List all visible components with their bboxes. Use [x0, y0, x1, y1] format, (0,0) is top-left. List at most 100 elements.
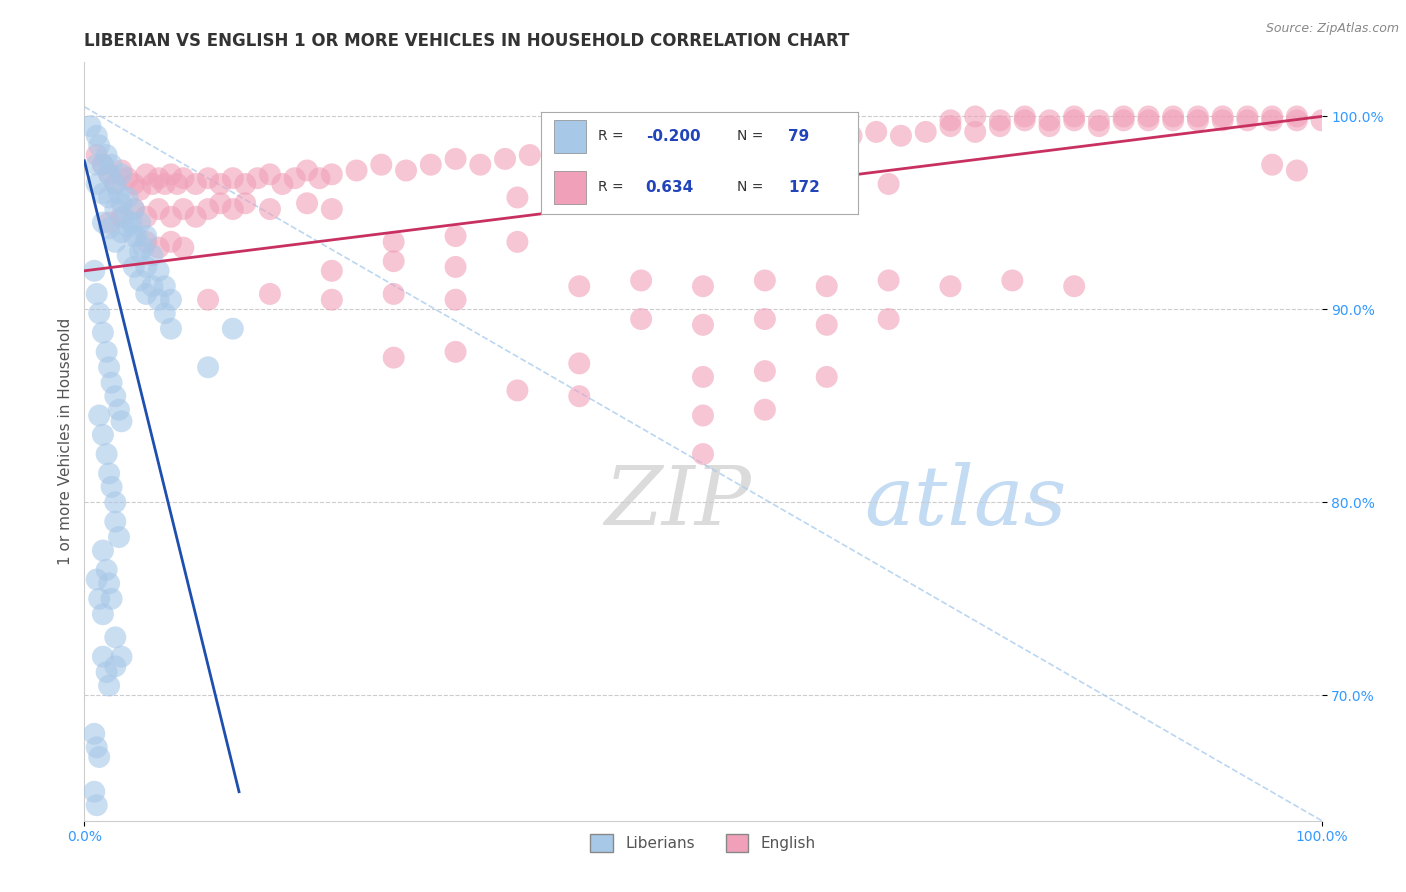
Point [117, 171, 139, 186]
Point [135, 260, 157, 274]
Point [83, 727, 105, 741]
Point [1038, 119, 1060, 133]
Point [89, 591, 111, 606]
Point [692, 138, 714, 153]
Point [1236, 113, 1258, 128]
Point [135, 229, 157, 244]
Point [568, 356, 591, 370]
Point [222, 321, 245, 335]
Point [1112, 110, 1135, 124]
Point [110, 163, 132, 178]
Point [160, 167, 183, 181]
Point [86, 287, 108, 301]
Point [1161, 113, 1184, 128]
Point [939, 119, 962, 133]
Point [89, 306, 111, 320]
Point [382, 351, 405, 365]
Point [96, 148, 118, 162]
Point [222, 202, 245, 216]
Point [104, 389, 127, 403]
Point [91, 216, 114, 230]
Point [129, 183, 152, 197]
Point [1187, 113, 1209, 128]
Point [98, 167, 121, 181]
Point [122, 202, 145, 216]
Point [308, 171, 330, 186]
Point [86, 148, 108, 162]
Point [1137, 113, 1160, 128]
Point [1063, 113, 1085, 128]
Point [153, 279, 176, 293]
Point [98, 190, 121, 204]
Point [153, 177, 176, 191]
Point [754, 273, 776, 287]
Y-axis label: 1 or more Vehicles in Household: 1 or more Vehicles in Household [58, 318, 73, 566]
Point [172, 241, 194, 255]
Point [321, 293, 343, 307]
Point [122, 177, 145, 191]
Point [108, 530, 131, 544]
Point [815, 370, 838, 384]
Point [233, 196, 256, 211]
Point [754, 312, 776, 326]
Point [815, 279, 838, 293]
Point [1285, 110, 1308, 124]
Point [184, 210, 207, 224]
Point [444, 260, 467, 274]
Point [86, 158, 108, 172]
Text: R =: R = [599, 180, 628, 194]
Point [184, 177, 207, 191]
Point [259, 167, 281, 181]
Point [129, 273, 152, 287]
Point [939, 279, 962, 293]
Point [172, 202, 194, 216]
Point [135, 167, 157, 181]
Point [1285, 163, 1308, 178]
Point [246, 171, 269, 186]
Point [1063, 110, 1085, 124]
Point [98, 576, 121, 591]
Point [593, 148, 616, 162]
Point [815, 318, 838, 332]
Point [914, 125, 936, 139]
Point [197, 360, 219, 375]
Point [96, 344, 118, 359]
Point [1001, 273, 1024, 287]
Point [568, 279, 591, 293]
Point [1261, 113, 1284, 128]
Point [630, 273, 652, 287]
Point [444, 344, 467, 359]
Point [91, 543, 114, 558]
Point [754, 364, 776, 378]
Point [108, 186, 131, 201]
Point [209, 177, 232, 191]
Point [766, 133, 789, 147]
Point [395, 163, 418, 178]
Point [444, 152, 467, 166]
Point [100, 376, 122, 390]
Point [568, 183, 591, 197]
Point [1137, 110, 1160, 124]
Point [98, 360, 121, 375]
Point [91, 607, 114, 622]
Point [321, 202, 343, 216]
Point [89, 138, 111, 153]
Point [129, 244, 152, 259]
Point [382, 254, 405, 268]
Point [110, 225, 132, 239]
Point [815, 183, 838, 197]
Point [506, 190, 529, 204]
Point [172, 171, 194, 186]
Point [1236, 110, 1258, 124]
Point [86, 177, 108, 191]
Point [86, 573, 108, 587]
Point [104, 202, 127, 216]
Point [79, 119, 101, 133]
Point [91, 427, 114, 442]
Point [104, 659, 127, 673]
Point [271, 177, 294, 191]
Point [98, 221, 121, 235]
Point [89, 750, 111, 764]
Point [166, 177, 188, 191]
Point [382, 235, 405, 249]
